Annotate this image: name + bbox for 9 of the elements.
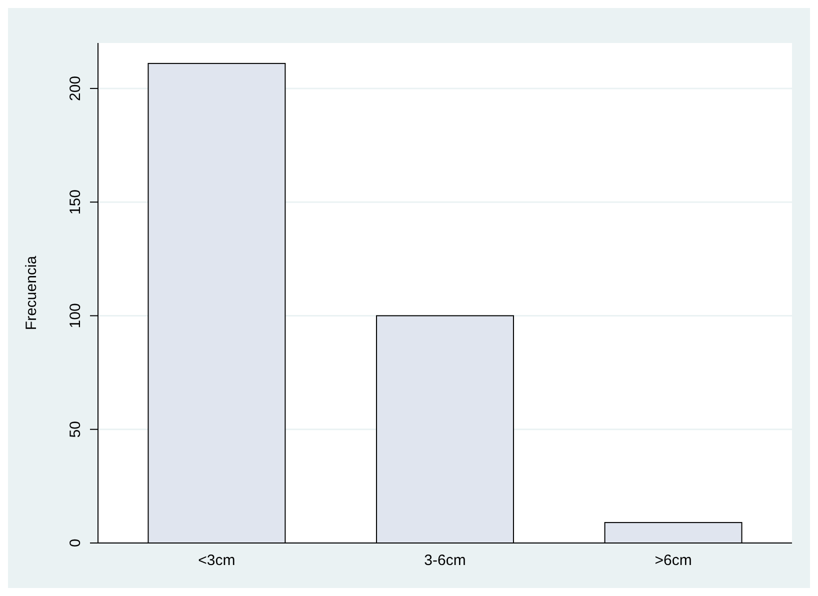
y-tick-label: 150 bbox=[67, 190, 84, 215]
y-tick-label: 0 bbox=[67, 538, 84, 548]
x-tick-label: >6cm bbox=[654, 552, 692, 569]
x-tick-label: 3-6cm bbox=[424, 552, 466, 569]
y-tick-label: 100 bbox=[67, 303, 84, 328]
y-tick-label: 200 bbox=[67, 76, 84, 101]
y-tick-label: 50 bbox=[67, 421, 84, 438]
y-axis-title: Frecuencia bbox=[23, 255, 40, 330]
x-tick-label: <3cm bbox=[198, 552, 236, 569]
